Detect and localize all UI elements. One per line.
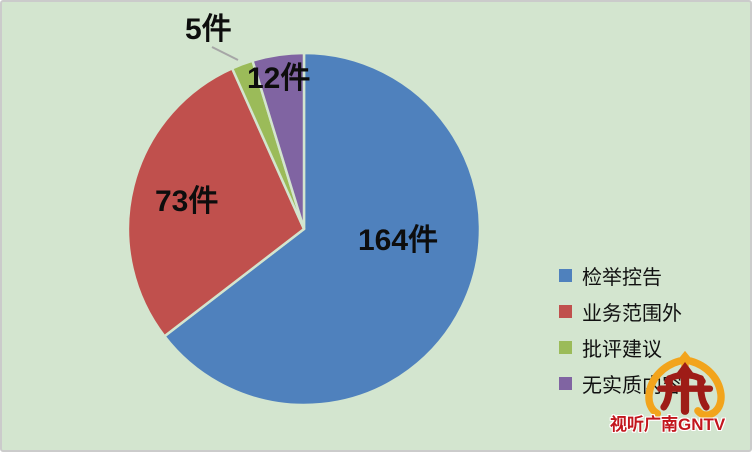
watermark-text: 视听广南GNTV bbox=[610, 415, 726, 434]
data-label-piping: 5件 bbox=[185, 13, 232, 46]
legend-label: 批评建议 bbox=[582, 338, 662, 361]
gntv-logo bbox=[645, 350, 725, 419]
data-label-wushizhi: 12件 bbox=[247, 62, 311, 95]
pie-slice-1 bbox=[163, 51, 482, 407]
legend-item-yewu: 业务范围外 bbox=[559, 293, 682, 329]
legend-item-piping: 批评建议 bbox=[559, 329, 682, 365]
pie-slice-4 bbox=[251, 51, 306, 231]
legend-item-jianju: 检举控告 bbox=[559, 257, 682, 293]
legend-swatch-blue bbox=[559, 268, 572, 282]
label-leader-line bbox=[211, 46, 239, 61]
legend-label: 检举控告 bbox=[582, 266, 662, 289]
pie-slice-2 bbox=[126, 67, 306, 338]
legend-swatch-purple bbox=[559, 376, 572, 390]
legend: 检举控告 业务范围外 批评建议 无实质内容 bbox=[559, 257, 682, 401]
legend-swatch-red bbox=[559, 304, 572, 318]
pie-slices bbox=[126, 51, 482, 407]
data-label-yewu: 73件 bbox=[155, 185, 219, 218]
legend-label: 业务范围外 bbox=[582, 302, 682, 325]
data-label-jianju: 164件 bbox=[358, 224, 439, 257]
legend-swatch-green bbox=[559, 340, 572, 354]
